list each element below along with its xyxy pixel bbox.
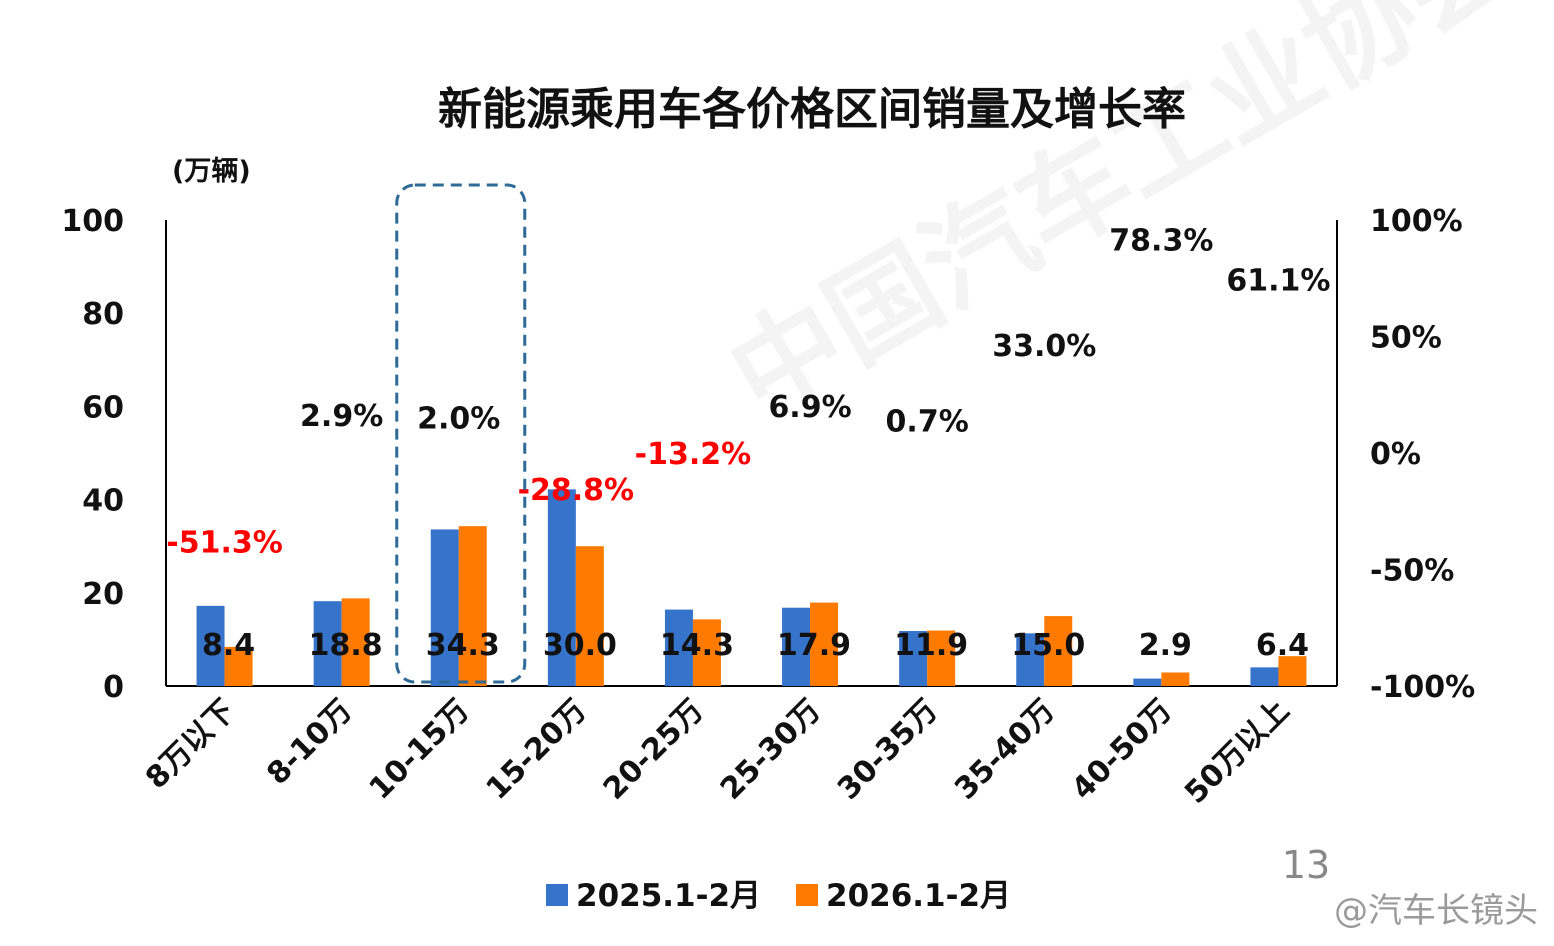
bar-2026 bbox=[575, 546, 604, 686]
y2-tick-label: 100% bbox=[1370, 204, 1463, 239]
bar-2025 bbox=[1016, 633, 1045, 686]
bar-value-label: 18.8 bbox=[309, 628, 383, 663]
bar-value-label: 34.3 bbox=[426, 628, 500, 663]
x-tick-label: 25-30万 bbox=[714, 693, 828, 807]
y-tick-label: 100 bbox=[61, 204, 124, 239]
x-tick-label: 10-15万 bbox=[363, 693, 477, 807]
y-axis-unit: (万辆) bbox=[172, 156, 251, 187]
bar-2026 bbox=[1044, 616, 1073, 686]
value-labels: 8.4 18.8 34.3 30.0 14.3 17.9 11.9 15.0 2.9 6.4 bbox=[202, 628, 1309, 663]
y-tick-label: 20 bbox=[82, 577, 124, 612]
chart-title: 新能源乘用车各价格区间销量及增长率 bbox=[438, 84, 1186, 135]
x-tick-label: 15-20万 bbox=[480, 693, 594, 807]
y-tick-label: 80 bbox=[82, 297, 124, 332]
y2-tick-label: 50% bbox=[1370, 321, 1442, 356]
growth-rate-label: 0.7% bbox=[886, 404, 969, 439]
page-number: 13 bbox=[1282, 843, 1330, 887]
bar-2025 bbox=[196, 605, 225, 686]
legend-label-2026: 2026.1-2月 bbox=[826, 878, 1011, 914]
y-tick-label: 0 bbox=[103, 670, 124, 705]
bar-value-label: 30.0 bbox=[543, 628, 617, 663]
bar-2026 bbox=[1278, 656, 1307, 686]
x-tick-label: 20-25万 bbox=[597, 693, 711, 807]
bar-2025 bbox=[313, 601, 342, 686]
x-tick-label: 40-50万 bbox=[1065, 693, 1179, 807]
growth-rate-label: -28.8% bbox=[518, 473, 635, 508]
legend-label-2025: 2025.1-2月 bbox=[576, 878, 761, 914]
bar-2025 bbox=[664, 609, 693, 686]
bar-2026 bbox=[341, 598, 370, 686]
y-tick-label: 60 bbox=[82, 390, 124, 425]
x-tick-label: 30-35万 bbox=[831, 693, 945, 807]
growth-rate-label: -13.2% bbox=[635, 437, 752, 472]
bar-2025 bbox=[899, 631, 928, 686]
x-tick-label: 35-40万 bbox=[948, 693, 1062, 807]
bar-value-label: 2.9 bbox=[1139, 628, 1192, 663]
weibo-watermark: @汽车长镜头 bbox=[1334, 891, 1538, 931]
growth-labels: -51.3% 2.9% 2.0% -28.8%-13.2% 6.9% 0.7% 33.0% 7… bbox=[166, 224, 1330, 561]
growth-rate-label: 33.0% bbox=[992, 329, 1096, 364]
bar-2025 bbox=[547, 489, 576, 686]
y-tick-label: 40 bbox=[82, 484, 124, 519]
bar-value-label: 8.4 bbox=[202, 628, 255, 663]
bar-marks bbox=[196, 489, 1307, 686]
y2-axis-ticks: -100% -50% 0% 50% 100% bbox=[1370, 204, 1475, 705]
y2-tick-label: -100% bbox=[1370, 670, 1475, 705]
bar-2026 bbox=[1161, 672, 1190, 686]
bar-2026 bbox=[224, 646, 253, 686]
bar-2025 bbox=[1250, 667, 1279, 686]
growth-rate-label: 2.9% bbox=[300, 399, 383, 434]
growth-rate-label: 6.9% bbox=[768, 390, 851, 425]
bar-value-label: 6.4 bbox=[1256, 628, 1309, 663]
bar-value-label: 11.9 bbox=[894, 628, 968, 663]
bar-2026 bbox=[927, 630, 956, 686]
bar-2025 bbox=[430, 529, 459, 686]
bar-value-label: 15.0 bbox=[1011, 628, 1085, 663]
legend: 2025.1-2月 2026.1-2月 bbox=[546, 878, 1011, 914]
bar-value-label: 17.9 bbox=[777, 628, 851, 663]
bar-2025 bbox=[782, 607, 811, 686]
legend-swatch-2025 bbox=[546, 884, 568, 906]
y2-tick-label: -50% bbox=[1370, 554, 1454, 589]
bar-value-label: 14.3 bbox=[660, 628, 734, 663]
y-axis-ticks: 0 20 40 60 80 100 bbox=[61, 204, 124, 705]
bar-2026 bbox=[810, 602, 839, 686]
bar-2026 bbox=[692, 619, 721, 686]
y2-tick-label: 0% bbox=[1370, 437, 1421, 472]
growth-rate-label: -51.3% bbox=[166, 526, 283, 561]
growth-rate-label: 78.3% bbox=[1109, 224, 1213, 259]
growth-rate-label: 2.0% bbox=[417, 401, 500, 436]
highlight-box bbox=[395, 183, 527, 684]
x-tick-label: 50万以上 bbox=[1178, 693, 1296, 811]
legend-swatch-2026 bbox=[796, 884, 818, 906]
bar-2025 bbox=[1133, 678, 1162, 686]
growth-rate-label: 61.1% bbox=[1226, 264, 1330, 299]
x-tick-label: 8-10万 bbox=[260, 693, 359, 792]
x-axis-ticks: 8万以下 8-10万 10-15万 15-20万 20-25万 25-30万 30-35万 3… bbox=[139, 693, 1296, 811]
bar-2026 bbox=[458, 526, 487, 686]
x-tick-label: 8万以下 bbox=[139, 693, 242, 796]
